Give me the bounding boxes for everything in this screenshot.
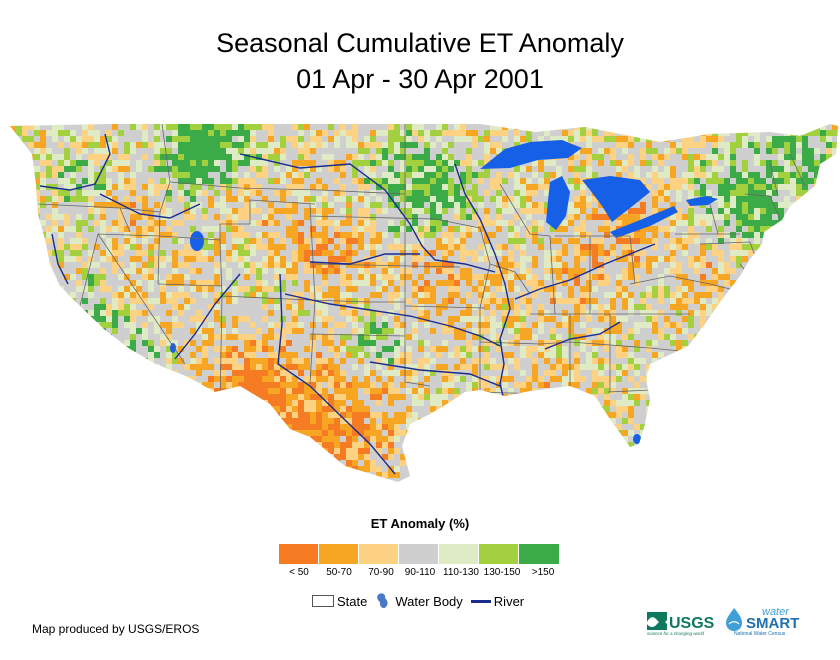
symbol-legend: State Water Body River (312, 592, 532, 610)
water-bodies (170, 140, 718, 444)
great-salt-lake (190, 231, 204, 251)
map-credit: Map produced by USGS/EROS (32, 622, 200, 636)
lake-michigan (546, 176, 570, 230)
water-body-icon (377, 593, 388, 609)
map-title: Seasonal Cumulative ET Anomaly (216, 28, 624, 58)
red-river (369, 361, 501, 387)
legend-river: River (470, 594, 524, 609)
tennessee-river (544, 321, 621, 350)
salton-sea (170, 343, 176, 353)
rio-grande (277, 273, 396, 475)
columbia-river (39, 133, 111, 191)
usgs-logo: USGS science for a changing world (647, 612, 715, 636)
mississippi-river (454, 163, 511, 421)
rivers (39, 133, 656, 475)
ohio-river (514, 243, 656, 300)
legend-state: State (312, 594, 367, 609)
legend-color-bar (279, 544, 559, 564)
legend-swatch (399, 544, 439, 564)
legend-label: 130-150 (483, 567, 521, 578)
legend-swatch (359, 544, 399, 564)
legend-swatch (319, 544, 359, 564)
et-anomaly-map (10, 124, 838, 482)
river-symbol-icon (470, 599, 491, 603)
legend-label: 70-90 (368, 567, 394, 578)
state-symbol-icon (312, 595, 334, 607)
lake-erie (610, 206, 678, 238)
legend-label: >150 (531, 567, 555, 578)
legend-label: 110-130 (443, 567, 479, 578)
missouri-river (239, 153, 496, 273)
legend-title: ET Anomaly (%) (370, 516, 470, 531)
sacramento-river (51, 233, 69, 285)
legend-water-body: Water Body (375, 592, 463, 610)
lake-okeechobee (633, 434, 641, 444)
legend-swatch (439, 544, 479, 564)
lake-ontario (686, 196, 718, 206)
watersmart-logo: water SMART National Water Census (726, 606, 799, 637)
lake-huron (582, 176, 650, 222)
snake-river (99, 193, 201, 219)
legend-swatch (279, 544, 319, 564)
legend-label: 90-110 (404, 567, 436, 578)
legend-labels: < 50 50-70 70-90 90-110 110-130 130-150 … (279, 567, 563, 581)
state-boundaries (37, 124, 806, 405)
legend-label: < 50 (289, 567, 309, 578)
platte-river (309, 253, 420, 265)
legend-swatch (519, 544, 559, 564)
colorado-river (174, 273, 241, 360)
arkansas-river (284, 293, 501, 347)
legend-label: 50-70 (326, 567, 352, 578)
legend-swatch (479, 544, 519, 564)
lake-superior (480, 140, 582, 169)
map-date-range: 01 Apr - 30 Apr 2001 (296, 64, 544, 94)
